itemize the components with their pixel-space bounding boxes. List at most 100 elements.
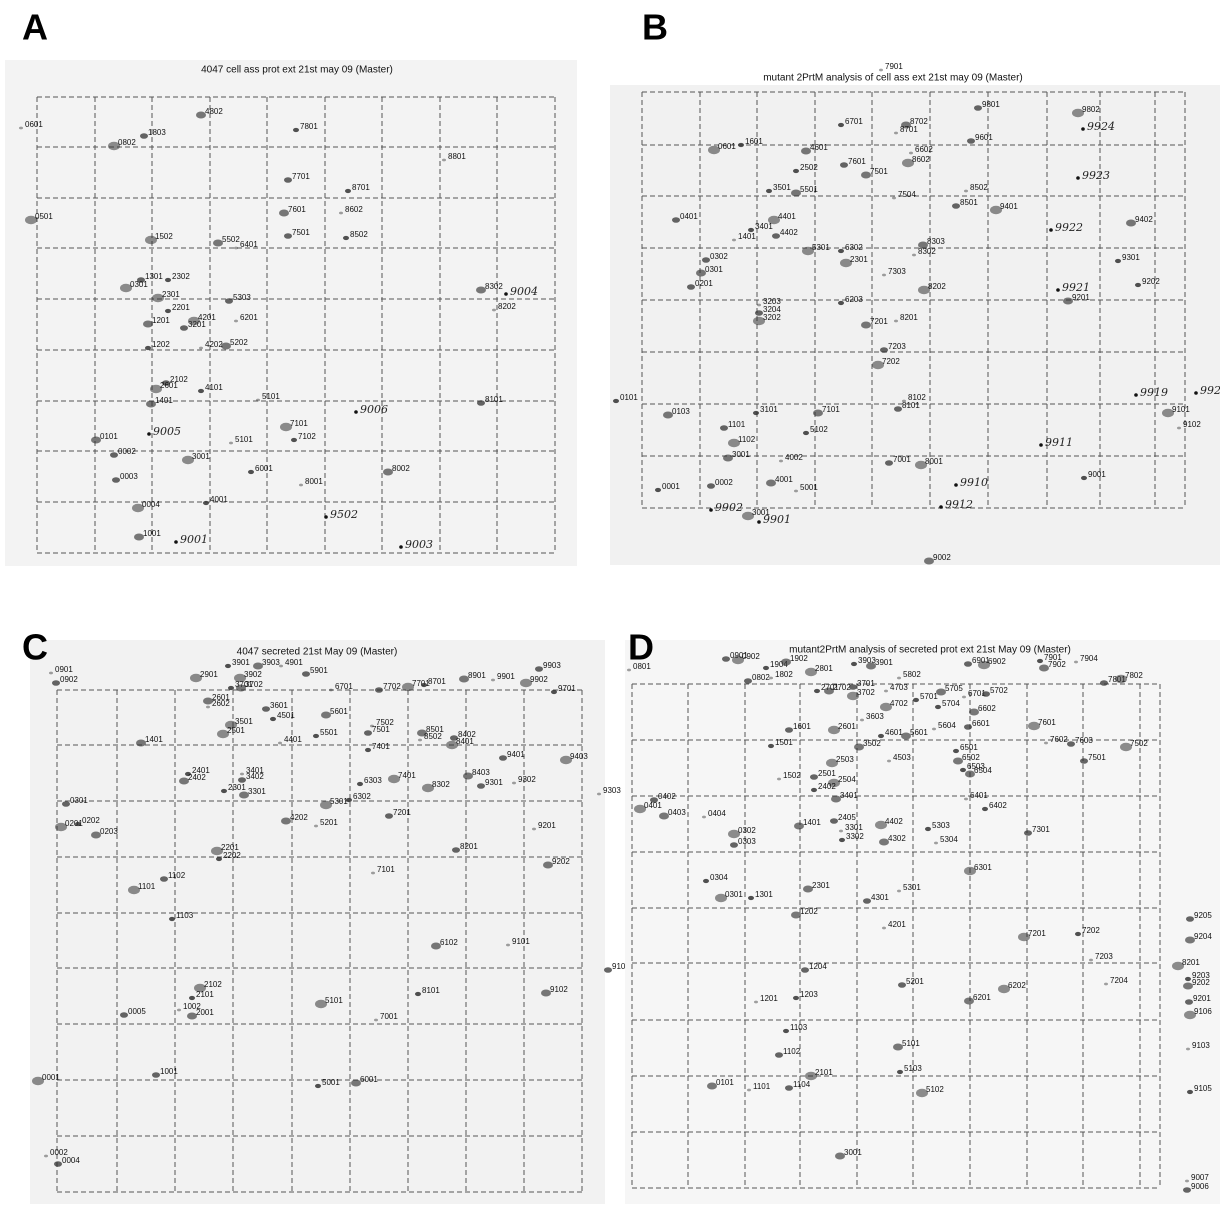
protein-spot bbox=[897, 676, 901, 680]
protein-spot bbox=[152, 293, 164, 303]
protein-spot bbox=[463, 772, 473, 780]
spot-label: 6401 bbox=[240, 240, 258, 249]
spot-label: 6602 bbox=[978, 704, 996, 713]
spot-label: 7501 bbox=[870, 167, 888, 176]
spot-label: 6102 bbox=[440, 938, 458, 947]
protein-spot bbox=[185, 771, 191, 777]
protein-spot bbox=[388, 774, 400, 784]
spot-label: 1202 bbox=[800, 907, 818, 916]
protein-spot bbox=[284, 177, 292, 183]
protein-spot bbox=[803, 430, 809, 436]
spot-label: 5304 bbox=[940, 835, 958, 844]
protein-spot bbox=[234, 673, 246, 683]
protein-spot bbox=[824, 687, 834, 695]
spot-label: 4201 bbox=[888, 920, 906, 929]
protein-spot bbox=[1120, 742, 1132, 752]
spot-label: 8101 bbox=[422, 986, 440, 995]
spot-label: 3702 bbox=[245, 680, 263, 689]
spot-label: 5702 bbox=[990, 686, 1008, 695]
protein-spot bbox=[256, 398, 260, 402]
handwritten-label: 9004 bbox=[510, 285, 538, 298]
protein-spot bbox=[1081, 475, 1087, 481]
spot-label: 5101 bbox=[902, 1039, 920, 1048]
protein-spot bbox=[897, 1069, 903, 1075]
protein-spot bbox=[179, 777, 189, 785]
protein-spot bbox=[732, 238, 736, 242]
spot-label: 2101 bbox=[196, 990, 214, 999]
protein-spot bbox=[421, 682, 427, 688]
spot-label: 7202 bbox=[1082, 926, 1100, 935]
spot-label: 7501 bbox=[1088, 753, 1106, 762]
protein-spot bbox=[177, 1008, 181, 1012]
spot-label: 5303 bbox=[932, 821, 950, 830]
spot-marker bbox=[174, 540, 178, 544]
panel-title: mutant 2PrtM analysis of cell ass ext 21… bbox=[763, 73, 1023, 84]
spot-label: 4202 bbox=[290, 813, 308, 822]
spot-label: 1401 bbox=[738, 232, 756, 241]
protein-spot bbox=[108, 141, 120, 151]
spot-label: 1202 bbox=[152, 340, 170, 349]
spot-label: 5103 bbox=[904, 1064, 922, 1073]
protein-spot bbox=[851, 661, 857, 667]
protein-spot bbox=[779, 459, 783, 463]
spot-label: 8001 bbox=[925, 457, 943, 466]
protein-spot bbox=[964, 866, 976, 876]
spot-label: 2601 bbox=[160, 381, 178, 390]
spot-label: 7401 bbox=[398, 771, 416, 780]
protein-spot bbox=[748, 895, 754, 901]
protein-spot bbox=[936, 688, 946, 696]
spot-label: 9204 bbox=[1194, 932, 1212, 941]
spot-label: 1101 bbox=[753, 1082, 771, 1091]
protein-spot bbox=[935, 704, 941, 710]
spot-label: 1104 bbox=[793, 1080, 811, 1089]
spot-label: 8403 bbox=[472, 768, 490, 777]
spot-label: 7202 bbox=[882, 357, 900, 366]
spot-label: 1103 bbox=[176, 911, 194, 920]
protein-spot bbox=[560, 755, 572, 765]
spot-label: 2302 bbox=[172, 272, 190, 281]
spot-label: 9202 bbox=[1192, 978, 1210, 987]
spot-label: 6601 bbox=[972, 719, 990, 728]
gel-panel: mutant 2PrtM analysis of cell ass ext 21… bbox=[610, 62, 1220, 565]
panel-letter: B bbox=[642, 7, 668, 48]
protein-spot bbox=[828, 778, 840, 788]
spot-label: 7601 bbox=[1038, 718, 1056, 727]
protein-spot bbox=[52, 680, 60, 686]
protein-spot bbox=[687, 284, 695, 290]
spot-label: 9103 bbox=[612, 962, 630, 971]
spot-label: 0002 bbox=[50, 1148, 68, 1157]
protein-spot bbox=[240, 772, 244, 776]
spot-label: 7303 bbox=[888, 267, 906, 276]
protein-spot bbox=[990, 205, 1002, 215]
spot-label: 2501 bbox=[227, 726, 245, 735]
spot-label: 1501 bbox=[775, 738, 793, 747]
protein-spot bbox=[228, 685, 234, 691]
spot-label: 0005 bbox=[128, 1007, 146, 1016]
protein-spot bbox=[659, 812, 669, 820]
protein-spot bbox=[781, 658, 791, 666]
protein-spot bbox=[314, 824, 318, 828]
spot-label: 0404 bbox=[708, 809, 726, 818]
spot-label: 7201 bbox=[870, 317, 888, 326]
protein-spot bbox=[194, 983, 206, 993]
spot-label: 2201 bbox=[172, 303, 190, 312]
spot-label: 3402 bbox=[246, 772, 264, 781]
spot-label: 5601 bbox=[910, 728, 928, 737]
handwritten-label: 9001 bbox=[180, 533, 208, 546]
protein-spot bbox=[152, 1072, 160, 1078]
spot-label: 1301 bbox=[755, 890, 773, 899]
spot-label: 2702 bbox=[833, 683, 851, 692]
protein-spot bbox=[216, 856, 222, 862]
spot-label: 5501 bbox=[320, 728, 338, 737]
spot-label: 1103 bbox=[790, 1023, 808, 1032]
panel-title: 4047 secreted 21st May 09 (Master) bbox=[237, 647, 398, 658]
handwritten-label: 9911 bbox=[1045, 436, 1073, 449]
protein-spot bbox=[238, 777, 246, 783]
protein-spot bbox=[248, 469, 254, 475]
protein-spot bbox=[965, 770, 975, 778]
spot-label: 2001 bbox=[196, 1008, 214, 1017]
protein-spot bbox=[234, 246, 238, 250]
protein-spot bbox=[370, 724, 374, 728]
protein-spot bbox=[707, 1082, 717, 1090]
protein-spot bbox=[655, 487, 661, 493]
